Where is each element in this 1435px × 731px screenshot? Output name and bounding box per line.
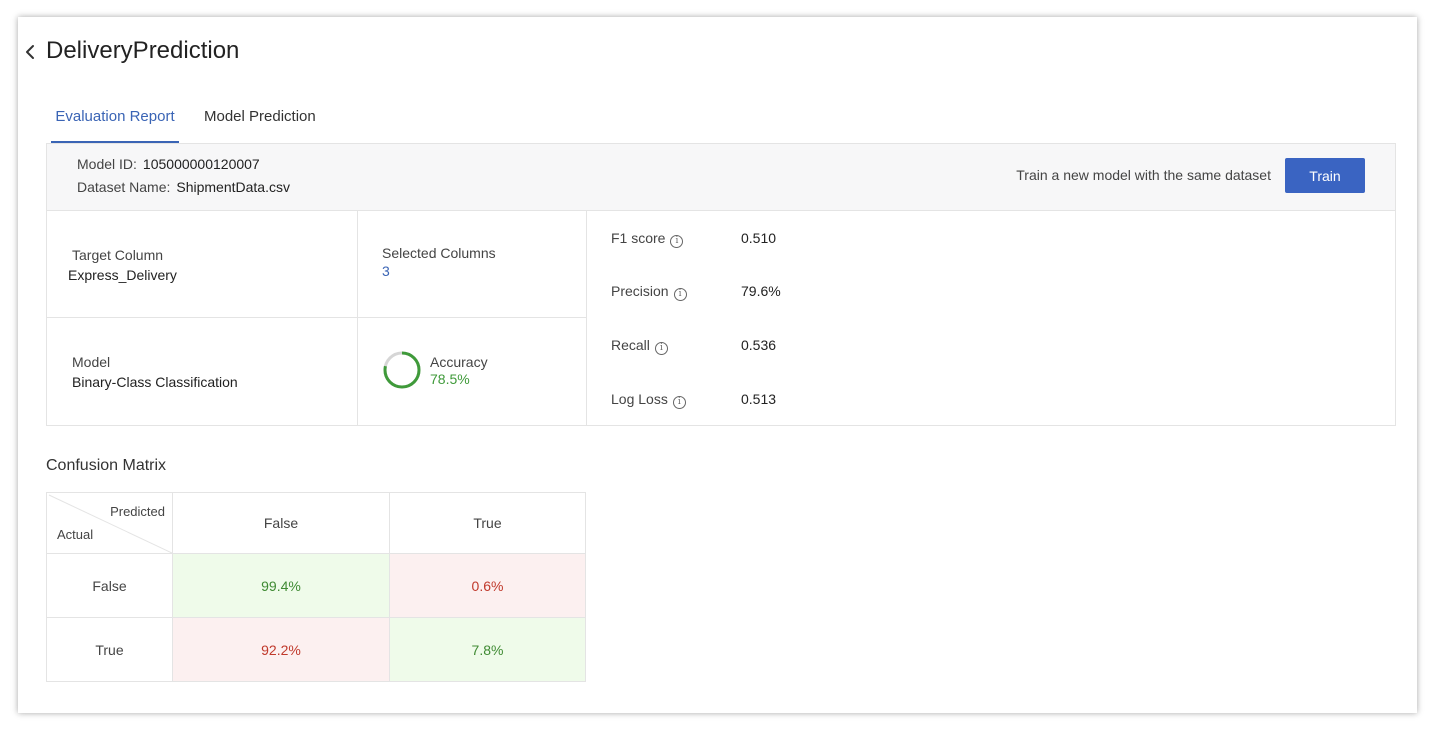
info-icon[interactable]: i	[673, 288, 687, 301]
metric-row-log-loss: Log Loss i 0.513	[611, 391, 776, 409]
metric-name: Recall	[611, 337, 650, 353]
info-icon[interactable]: i	[670, 235, 684, 248]
selected-columns-cell: Selected Columns 3	[358, 210, 586, 317]
cm-cell-false-true: 0.6%	[390, 554, 585, 617]
column-header-false: False	[263, 515, 299, 531]
accuracy-ring-progress	[383, 351, 421, 389]
divider	[47, 553, 585, 554]
row-header-true: True	[95, 641, 124, 658]
divider	[47, 617, 585, 618]
accuracy-cell: Accuracy 78.5%	[358, 318, 586, 425]
metric-value: 79.6%	[741, 283, 781, 299]
cm-cell-false-false: 99.4%	[173, 554, 389, 617]
target-column-label: Target Column	[72, 247, 164, 263]
back-chevron-icon[interactable]	[22, 41, 40, 63]
column-header-true: True	[473, 515, 502, 531]
model-id-value: 105000000120007	[142, 156, 260, 172]
divider	[389, 493, 390, 681]
model-id-label: Model ID:	[77, 156, 137, 172]
model-type-cell: Model Binary-Class Classification	[47, 318, 357, 425]
metric-row-f1: F1 score i 0.510	[611, 230, 776, 248]
divider	[47, 317, 587, 318]
model-type-value: Binary-Class Classification	[72, 374, 238, 390]
metric-row-recall: Recall i 0.536	[611, 337, 776, 355]
metrics-panel: F1 score i 0.510 Precision i 79.6% Recall i…	[587, 210, 1396, 425]
header-diagonal-line	[48, 494, 172, 553]
metric-value: 0.510	[741, 230, 777, 246]
page-title: DeliveryPrediction	[46, 37, 240, 64]
confusion-matrix-title: Confusion Matrix	[46, 457, 167, 474]
selected-columns-label: Selected Columns	[382, 245, 496, 261]
model-id-line: Model ID: 105000000120007	[77, 156, 260, 172]
metric-name: Log Loss	[611, 391, 668, 407]
predicted-axis-label: Predicted	[110, 504, 165, 519]
metric-row-precision: Precision i 79.6%	[611, 283, 781, 301]
accuracy-text: Accuracy 78.5%	[430, 354, 488, 387]
tab-model-prediction[interactable]: Model Prediction	[204, 108, 316, 125]
train-button[interactable]: Train	[1285, 158, 1365, 193]
app-window: DeliveryPrediction Evaluation Report Mod…	[18, 17, 1417, 713]
model-info-bar: Model ID: 105000000120007 Dataset Name: Sh…	[46, 143, 1396, 211]
train-hint-text: Train a new model with the same dataset	[1016, 167, 1271, 183]
model-type-label: Model	[72, 354, 111, 370]
cm-cell-true-true: 7.8%	[390, 618, 585, 681]
dataset-name-label: Dataset Name:	[77, 179, 171, 195]
dataset-name-line: Dataset Name: ShipmentData.csv	[77, 179, 290, 195]
dataset-name-value: ShipmentData.csv	[176, 179, 290, 195]
accuracy-label: Accuracy	[430, 354, 488, 370]
selected-columns-value[interactable]: 3	[382, 263, 390, 279]
tab-evaluation-report[interactable]: Evaluation Report	[51, 101, 179, 143]
info-icon[interactable]: i	[654, 342, 668, 355]
row-header-false: False	[92, 577, 127, 594]
accuracy-value: 78.5%	[430, 371, 470, 387]
actual-axis-label: Actual	[57, 527, 94, 542]
metric-name: F1 score	[611, 230, 666, 246]
target-column-value: Express_Delivery	[68, 267, 177, 283]
cm-cell-true-false: 92.2%	[173, 618, 389, 681]
metric-name: Precision	[611, 283, 669, 299]
confusion-matrix-table: Predicted Actual False True False 99.4% …	[46, 492, 586, 682]
divider	[172, 493, 173, 681]
model-summary-panel: Target Column Express_Delivery Selected …	[46, 210, 1396, 426]
metric-value: 0.513	[741, 391, 777, 407]
target-column-cell: Target Column Express_Delivery	[47, 210, 357, 317]
accuracy-ring	[383, 351, 421, 389]
info-icon[interactable]: i	[672, 396, 686, 409]
metric-value: 0.536	[741, 337, 777, 353]
